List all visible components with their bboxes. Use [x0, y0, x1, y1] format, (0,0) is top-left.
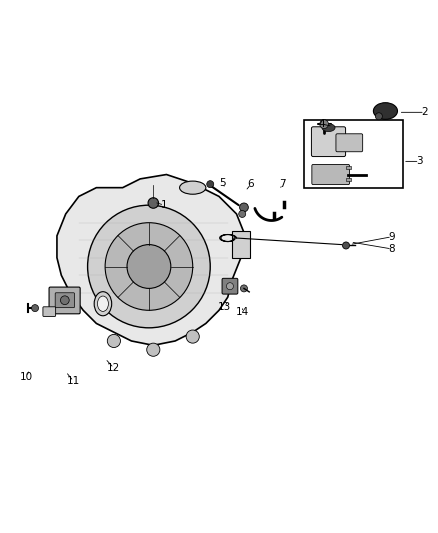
- Text: 9: 9: [389, 232, 396, 242]
- FancyBboxPatch shape: [312, 165, 350, 184]
- Circle shape: [240, 203, 248, 212]
- FancyBboxPatch shape: [311, 127, 346, 157]
- Text: 1: 1: [161, 200, 168, 210]
- Text: 7: 7: [279, 179, 286, 189]
- Circle shape: [375, 113, 382, 120]
- Circle shape: [226, 282, 233, 290]
- Circle shape: [105, 223, 193, 310]
- Text: 2: 2: [421, 107, 428, 117]
- Circle shape: [32, 304, 39, 312]
- Circle shape: [343, 242, 350, 249]
- Bar: [346, 178, 351, 181]
- Bar: [304, 120, 403, 188]
- Circle shape: [127, 245, 171, 288]
- Circle shape: [207, 181, 214, 188]
- Text: 11: 11: [67, 376, 80, 386]
- Circle shape: [88, 205, 210, 328]
- Circle shape: [147, 343, 160, 356]
- Ellipse shape: [180, 181, 206, 194]
- Text: 14: 14: [236, 308, 249, 318]
- Circle shape: [320, 120, 328, 128]
- Ellipse shape: [97, 296, 108, 311]
- Text: 3: 3: [416, 156, 423, 166]
- FancyBboxPatch shape: [49, 287, 80, 314]
- Text: 4: 4: [318, 119, 325, 129]
- Text: 12: 12: [107, 363, 120, 373]
- Bar: [346, 166, 351, 169]
- Text: 6: 6: [247, 179, 254, 189]
- Ellipse shape: [373, 103, 398, 119]
- FancyBboxPatch shape: [55, 293, 74, 308]
- FancyBboxPatch shape: [336, 134, 363, 152]
- FancyBboxPatch shape: [43, 307, 56, 317]
- Circle shape: [148, 198, 159, 208]
- Text: 13: 13: [218, 302, 231, 312]
- Circle shape: [239, 211, 246, 217]
- Bar: [232, 231, 250, 258]
- Circle shape: [186, 330, 199, 343]
- Ellipse shape: [60, 296, 69, 304]
- Circle shape: [240, 285, 247, 292]
- PathPatch shape: [57, 174, 245, 345]
- FancyBboxPatch shape: [222, 278, 238, 294]
- Text: 5: 5: [219, 178, 226, 188]
- Circle shape: [107, 334, 120, 348]
- Ellipse shape: [94, 292, 112, 316]
- Text: 8: 8: [389, 244, 396, 254]
- Text: 10: 10: [20, 372, 33, 382]
- Ellipse shape: [322, 124, 335, 132]
